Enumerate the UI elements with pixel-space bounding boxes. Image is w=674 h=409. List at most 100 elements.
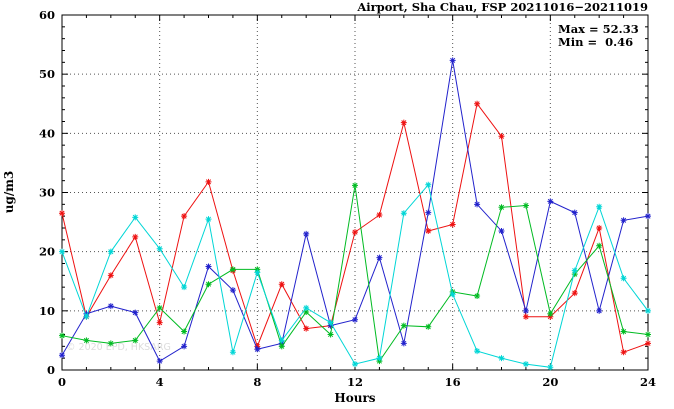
data-point-marker [156,319,163,326]
y-tick-label: 30 [39,186,55,200]
data-point-marker [303,304,310,311]
data-point-marker [474,201,481,208]
y-tick-label: 20 [39,245,55,259]
data-point-marker [107,248,114,255]
data-point-marker [107,303,114,310]
data-point-marker [229,349,236,356]
data-point-marker [229,266,236,273]
data-point-marker [522,307,529,314]
data-point-marker [132,309,139,316]
x-tick-label: 8 [253,375,261,389]
data-point-marker [352,361,358,368]
data-point-marker [59,248,65,255]
data-point-marker [205,263,212,270]
data-point-marker [596,225,603,231]
data-point-marker [132,337,139,344]
data-point-marker [425,323,432,330]
data-point-marker [352,182,358,189]
x-tick-label: 20 [542,375,558,389]
data-point-marker [278,281,285,288]
data-point-marker [645,307,651,314]
data-point-marker [425,227,432,234]
y-tick-label: 40 [39,126,55,140]
data-point-marker [498,133,505,140]
x-tick-label: 4 [156,375,164,389]
min-annotation: Min = 0.46 [558,35,633,49]
data-point-marker [303,309,310,316]
data-point-marker [376,211,383,218]
data-point-marker [376,355,383,362]
data-point-marker [522,361,529,368]
data-point-marker [645,340,651,347]
data-point-marker [596,203,603,210]
data-point-marker [59,332,65,339]
data-point-marker [205,281,212,288]
data-point-marker [620,328,627,335]
data-point-marker [181,343,188,350]
data-point-marker [254,346,261,353]
data-point-marker [547,364,554,371]
data-point-marker [132,214,139,221]
data-point-marker [83,337,90,344]
x-axis-label: Hours [334,391,375,405]
data-point-marker [425,209,432,216]
data-point-marker [474,348,481,355]
data-point-marker [474,293,481,300]
data-point-marker [181,213,188,220]
x-tick-label: 12 [347,375,363,389]
data-point-marker [132,233,139,240]
data-point-marker [278,343,285,350]
data-point-marker [522,313,529,320]
data-point-marker [425,181,432,188]
watermark: © 2020 EPD, HKSARG [66,342,171,353]
chart-title: Airport, Sha Chau, FSP 20211016−20211019 [356,0,648,14]
data-point-marker [400,210,407,217]
data-point-marker [620,349,627,356]
x-tick-label: 0 [58,375,66,389]
data-point-marker [156,358,163,365]
tick-labels: 0 4 8 12 16 20 24 0 10 20 30 40 50 60 [39,8,656,389]
data-point-marker [229,287,236,294]
data-point-marker [400,322,407,329]
data-point-marker [327,319,334,326]
data-point-marker [400,119,407,126]
data-point-marker [522,202,529,209]
data-point-marker [645,213,651,220]
data-point-marker [449,57,456,64]
data-point-marker [205,216,212,223]
data-point-marker [571,209,578,216]
data-point-marker [107,272,114,279]
data-point-marker [156,245,163,252]
data-point-marker [327,331,334,338]
y-tick-label: 0 [47,363,55,377]
data-point-marker [571,271,578,278]
data-point-marker [303,230,310,237]
data-point-marker [205,178,212,185]
series-cyan [59,181,651,371]
y-tick-label: 50 [39,67,55,81]
data-point-marker [400,340,407,347]
data-point-marker [376,254,383,261]
data-point-marker [352,316,358,323]
data-point-marker [181,284,188,291]
y-tick-label: 60 [39,8,55,22]
data-point-marker [547,198,554,205]
x-tick-label: 16 [445,375,461,389]
data-point-marker [645,331,651,338]
x-tick-label: 24 [640,375,656,389]
max-annotation: Max = 52.33 [558,22,639,36]
data-point-marker [303,325,310,332]
series-line [61,102,649,353]
data-point-marker [278,337,285,344]
data-point-marker [449,221,456,228]
data-point-marker [498,227,505,234]
y-tick-label: 10 [39,304,55,318]
data-point-marker [498,355,505,362]
data-point-marker [596,242,603,249]
series-green [59,182,651,365]
data-point-marker [254,269,261,276]
data-point-marker [59,210,65,217]
data-point-marker [571,267,578,274]
